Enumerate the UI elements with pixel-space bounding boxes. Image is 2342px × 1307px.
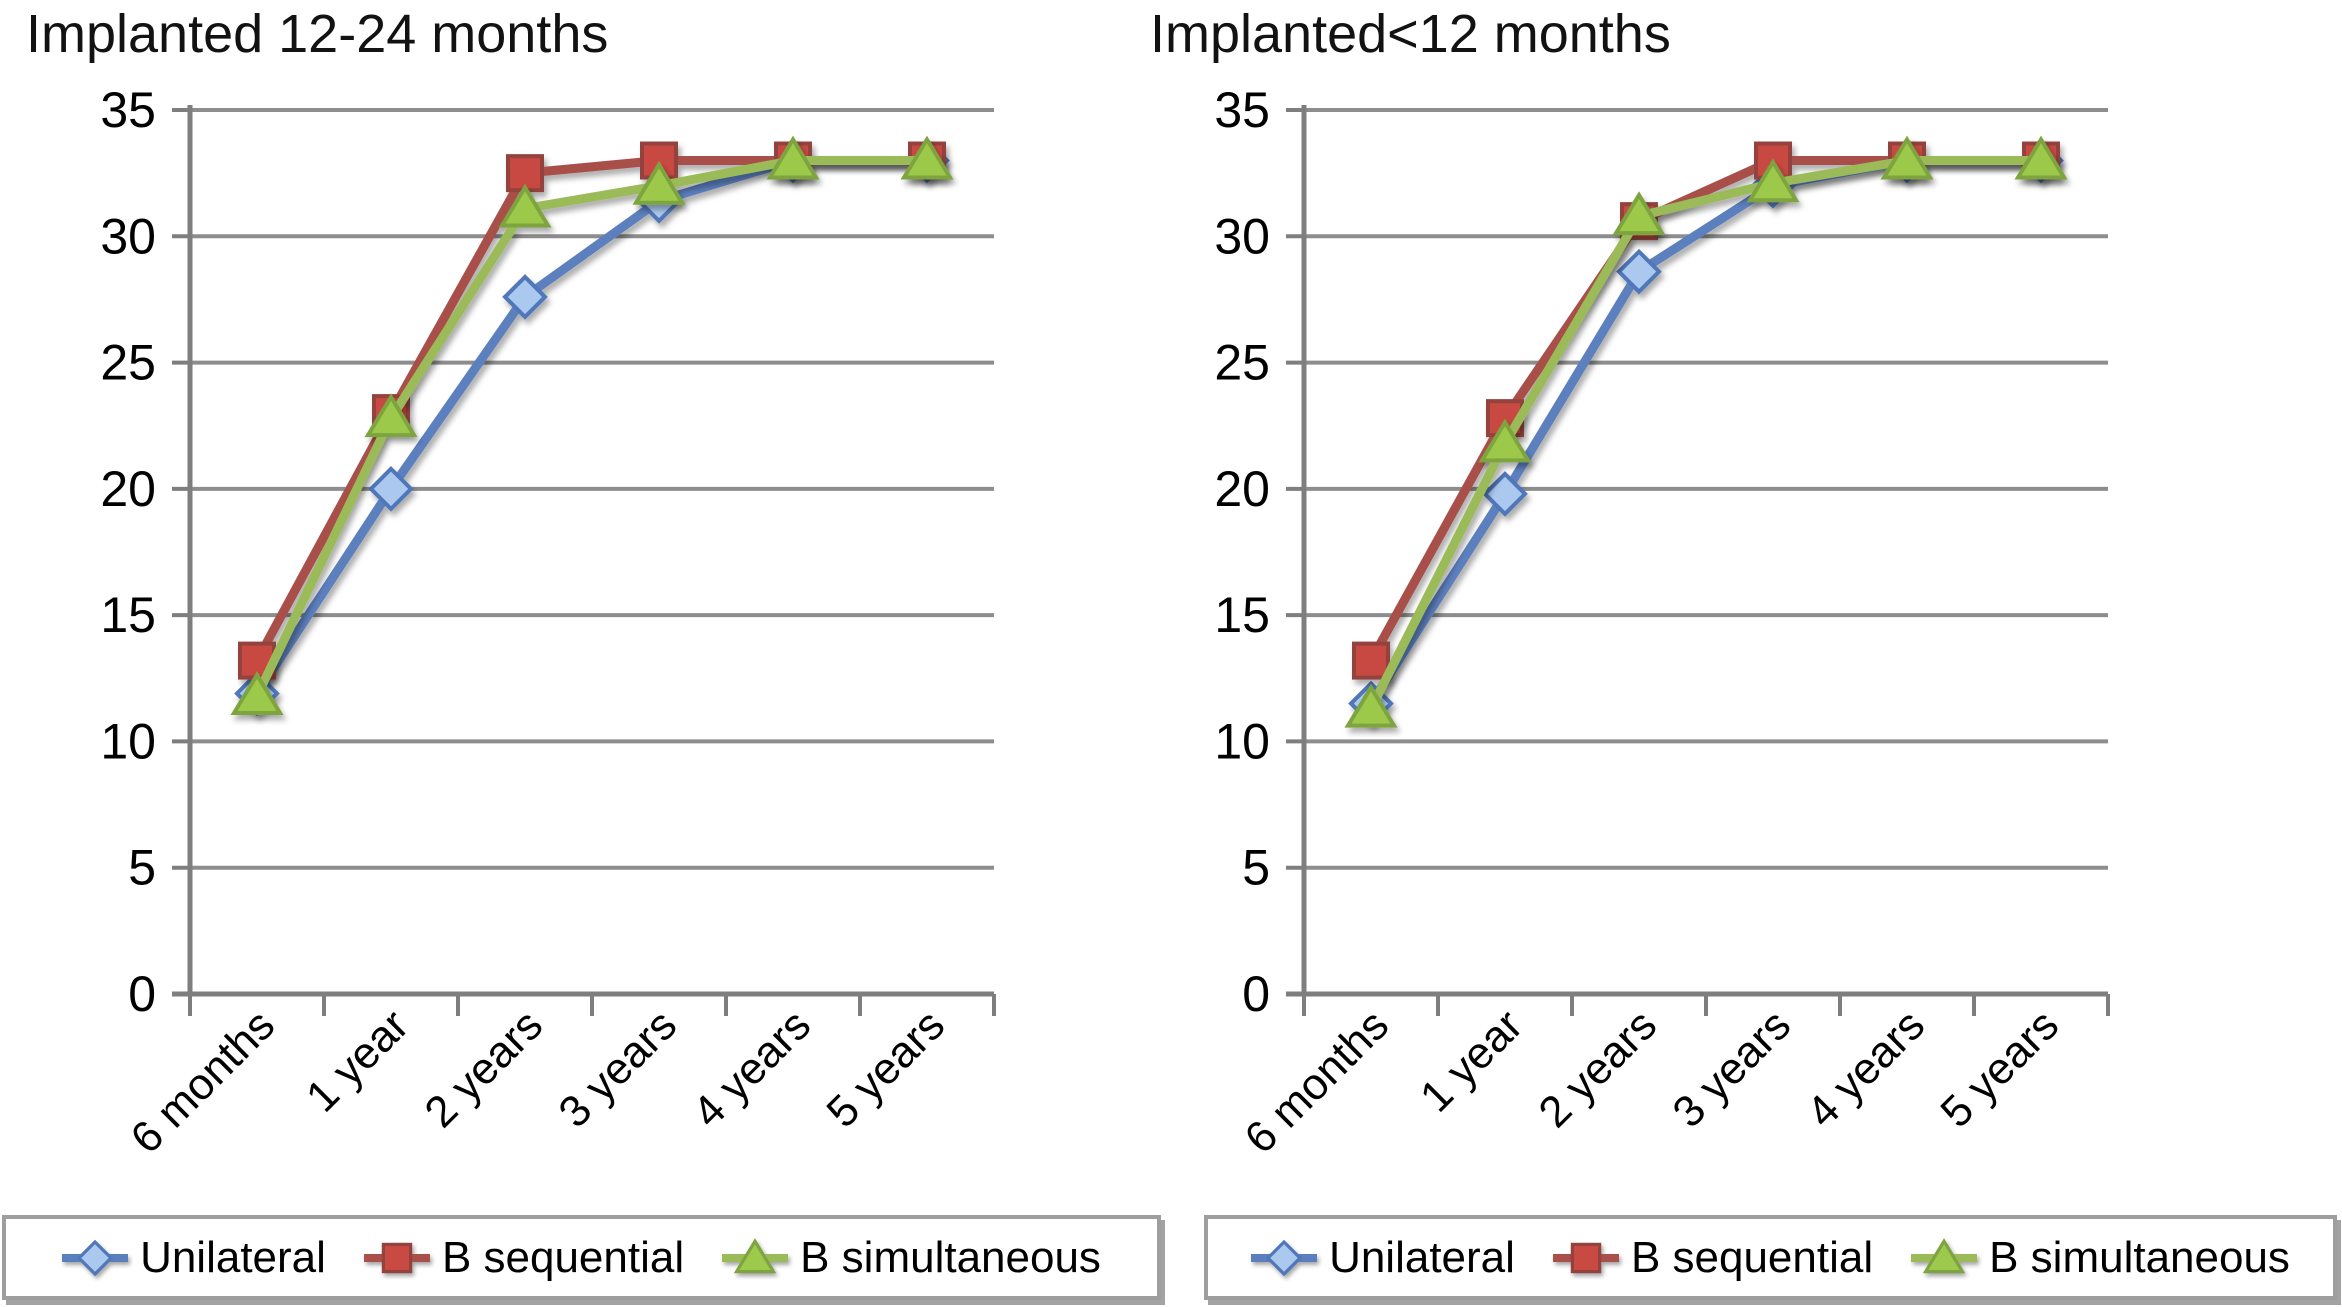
svg-text:2 years: 2 years (1529, 1000, 1666, 1137)
series-b-sequential (238, 141, 946, 680)
series-unilateral (234, 137, 950, 717)
svg-text:30: 30 (100, 208, 156, 264)
svg-text:4 years: 4 years (1797, 1000, 1934, 1137)
legend-item-b-simultaneous: B simultaneous (1911, 1233, 2290, 1283)
legend-label: B simultaneous (800, 1232, 1101, 1282)
svg-text:25: 25 (1214, 335, 1270, 391)
legend-unilateral-icon (1251, 1239, 1318, 1276)
svg-text:6 months: 6 months (121, 1000, 284, 1163)
svg-text:0: 0 (1242, 966, 1270, 1022)
svg-text:35: 35 (1214, 82, 1270, 138)
series-b-simultaneous (230, 135, 954, 715)
svg-text:6 months: 6 months (1235, 1000, 1398, 1163)
svg-text:1 year: 1 year (1411, 1000, 1532, 1121)
svg-text:15: 15 (1214, 587, 1270, 643)
legend-b-sequential-icon (363, 1242, 430, 1273)
series-unilateral (1348, 137, 2064, 727)
svg-text:10: 10 (100, 713, 156, 769)
svg-text:0: 0 (128, 966, 156, 1022)
legend-item-unilateral: Unilateral (1251, 1233, 1515, 1283)
svg-text:10: 10 (1214, 713, 1270, 769)
svg-text:15: 15 (100, 587, 156, 643)
legend-label: Unilateral (140, 1232, 326, 1282)
svg-text:20: 20 (1214, 461, 1270, 517)
svg-text:25: 25 (100, 335, 156, 391)
legend-b-simultaneous-icon (1911, 1237, 1978, 1273)
legend-item-unilateral: Unilateral (62, 1233, 326, 1283)
svg-text:30: 30 (1214, 208, 1270, 264)
legend-label: Unilateral (1329, 1232, 1515, 1282)
legend-item-b-simultaneous: B simultaneous (722, 1233, 1101, 1283)
svg-text:5: 5 (128, 840, 156, 896)
legend-b-simultaneous-icon (722, 1237, 789, 1273)
series-b-simultaneous (1344, 135, 2068, 728)
legend-item-b-sequential: B sequential (1552, 1232, 1874, 1283)
legend-label: B sequential (441, 1232, 685, 1282)
chart-title-implanted-12-24: Implanted 12-24 months (26, 4, 609, 64)
legend-b-sequential-icon (1552, 1242, 1619, 1273)
legend-label: B simultaneous (1989, 1232, 2290, 1282)
svg-text:5 years: 5 years (817, 1000, 954, 1137)
chart-title-implanted-under-12: Implanted<12 months (1150, 4, 1671, 64)
svg-text:3 years: 3 years (1663, 1000, 1800, 1137)
svg-text:5: 5 (1242, 840, 1270, 896)
legend-left: Unilateral B sequential B simultaneous (2, 1215, 1161, 1300)
svg-text:3 years: 3 years (549, 1000, 686, 1137)
svg-text:20: 20 (100, 461, 156, 517)
legend-label: B sequential (1630, 1232, 1874, 1282)
legend-item-b-sequential: B sequential (363, 1232, 685, 1283)
legend-unilateral-icon (62, 1239, 129, 1276)
svg-text:35: 35 (100, 82, 156, 138)
svg-text:5 years: 5 years (1931, 1000, 2068, 1137)
legend-right: Unilateral B sequential B simultaneous (1204, 1215, 2337, 1300)
svg-text:1 year: 1 year (297, 1000, 418, 1121)
svg-text:4 years: 4 years (683, 1000, 820, 1137)
svg-text:2 years: 2 years (415, 1000, 552, 1137)
